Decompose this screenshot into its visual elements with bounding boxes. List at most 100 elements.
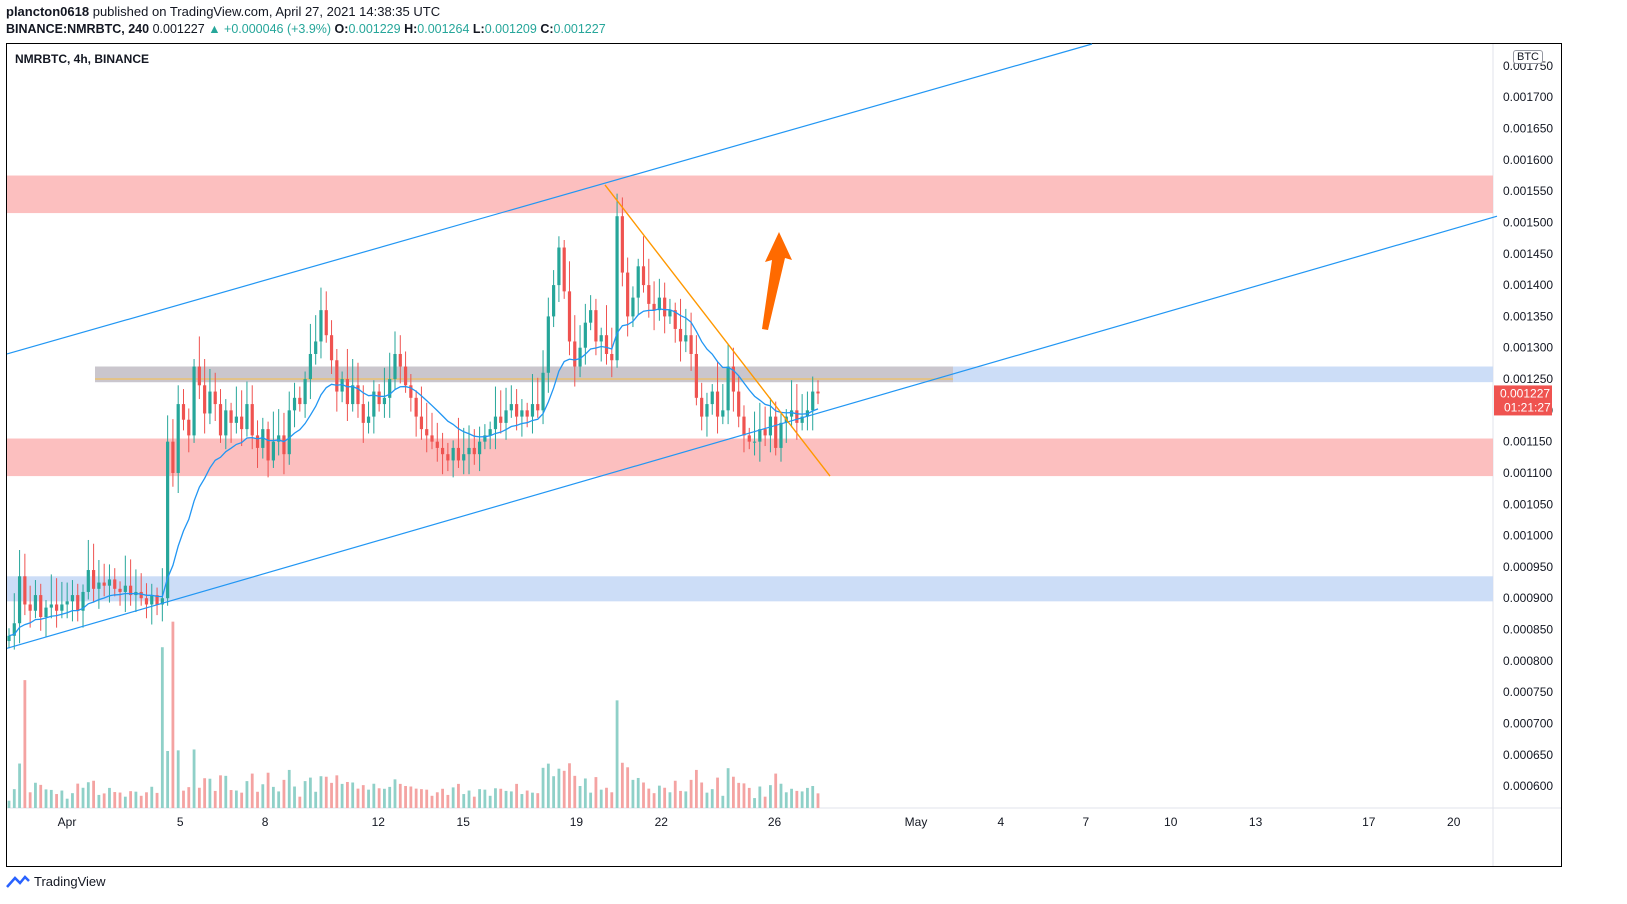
candle-body <box>678 328 683 342</box>
volume-bar <box>620 762 624 808</box>
y-tick-label: 0.001700 <box>1503 90 1553 104</box>
volume-bar <box>71 793 74 808</box>
volume-bar <box>409 786 413 808</box>
x-tick-label: 13 <box>1249 815 1263 829</box>
volume-bar <box>731 776 735 808</box>
candle-body <box>102 582 106 586</box>
volume-bar <box>605 787 608 808</box>
volume-bar <box>679 790 682 808</box>
candle-body <box>689 335 693 354</box>
candle-body <box>789 410 794 417</box>
up-arrow-icon <box>762 232 792 330</box>
volume-bar <box>663 787 667 808</box>
candle-body <box>652 303 656 311</box>
y-tick-label: 0.001400 <box>1503 278 1553 292</box>
candle-body <box>107 579 112 586</box>
candle-body <box>552 285 556 317</box>
x-tick-label: 4 <box>998 815 1005 829</box>
volume-bar <box>716 777 719 808</box>
volume-bar <box>361 785 365 808</box>
volume-bar <box>737 782 741 808</box>
volume-bar <box>208 778 212 808</box>
candle-body <box>472 447 476 455</box>
currency-unit[interactable]: BTC <box>1513 50 1543 64</box>
candle-body <box>726 366 730 411</box>
volume-bar <box>795 790 799 808</box>
volume-bar <box>351 782 355 808</box>
candle-body <box>155 595 159 605</box>
volume-bar <box>55 794 58 808</box>
volume-bar <box>266 772 270 808</box>
volume-bar <box>340 783 344 808</box>
candle-body <box>192 366 196 436</box>
candle-body <box>70 595 75 602</box>
ohlc-line: BINANCE:NMRBTC, 240 0.001227 ▲ +0.000046… <box>6 22 606 36</box>
candle-body <box>314 341 318 354</box>
volume-bar <box>187 787 191 808</box>
resistance-zone-1 <box>7 438 1493 477</box>
candle-body <box>76 595 80 611</box>
candle-body <box>578 347 582 367</box>
volume-bar <box>314 791 318 808</box>
descending-trendline <box>604 184 831 477</box>
candle-body <box>615 216 619 361</box>
candle-body <box>144 598 149 605</box>
x-tick-label: 5 <box>177 815 184 829</box>
candle-body <box>33 595 38 611</box>
volume-bar <box>589 792 593 808</box>
candle-body <box>462 454 466 461</box>
volume-bar <box>769 785 772 808</box>
candle-body <box>647 285 651 304</box>
candle-body <box>816 391 820 394</box>
chart-legend: NMRBTC, 4h, BINANCE <box>15 52 149 66</box>
candle-body <box>499 416 503 423</box>
candle-body <box>557 247 561 286</box>
volume-bar <box>145 792 148 808</box>
author-name[interactable]: plancton0618 <box>6 4 90 19</box>
close-value: 0.001227 <box>553 22 606 36</box>
candle-body <box>446 454 450 461</box>
volume-bar <box>388 786 392 808</box>
candle-body <box>409 385 413 398</box>
volume-bar <box>134 791 138 808</box>
y-tick-label: 0.001000 <box>1503 529 1553 543</box>
volume-bar <box>319 776 323 808</box>
volume-bar <box>197 787 201 808</box>
candle-body <box>361 404 365 423</box>
candle-body <box>604 335 609 354</box>
volume-bar <box>356 788 360 808</box>
volume-bar <box>219 775 222 808</box>
x-tick-label: 26 <box>768 815 782 829</box>
candle-body <box>488 429 492 436</box>
volume-bar <box>34 782 37 808</box>
y-tick-label: 0.001650 <box>1503 122 1553 136</box>
candle-body <box>546 316 550 373</box>
candle-body <box>139 591 143 599</box>
candle-body <box>599 335 603 342</box>
volume-bar <box>65 798 69 808</box>
volume-bar <box>800 791 804 808</box>
volume-bar <box>224 775 228 808</box>
candle-body <box>60 604 64 611</box>
candle-body <box>356 385 360 405</box>
volume-bar <box>583 778 587 808</box>
candle-body <box>509 404 513 411</box>
y-tick-label: 0.000600 <box>1503 779 1553 793</box>
y-tick-label: 0.000650 <box>1503 748 1553 762</box>
volume-bar <box>39 784 43 808</box>
chart-frame[interactable] <box>6 43 1562 867</box>
open-label: O: <box>334 22 349 36</box>
candle-body <box>536 404 540 411</box>
x-tick-label: 17 <box>1362 815 1376 829</box>
volume-bar <box>298 796 302 808</box>
candle-body <box>515 404 519 417</box>
support-zone-overlay <box>95 366 953 383</box>
candle-body <box>292 397 297 411</box>
footer-branding[interactable]: TradingView <box>6 874 106 889</box>
volume-bar <box>626 767 630 808</box>
candle-body <box>261 429 265 448</box>
candle-body <box>166 441 170 599</box>
volume-bar <box>700 782 704 808</box>
volume-bar <box>494 788 497 808</box>
